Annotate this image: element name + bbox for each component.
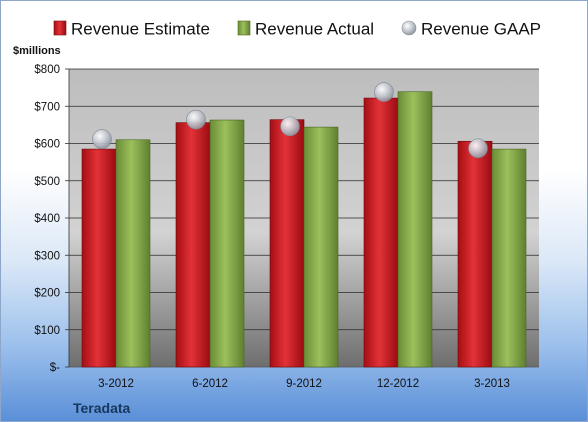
x-tick-label: 3-2012	[98, 378, 134, 390]
bar-revenue-estimate	[363, 97, 399, 368]
bar-revenue-actual	[209, 119, 245, 368]
marker-revenue-gaap	[280, 116, 300, 137]
legend-swatch-actual	[237, 20, 251, 36]
x-axis-ticks: 3-2012 6-2012 9-2012 12-2012 3-2013	[98, 378, 510, 390]
x-tick-label: 12-2012	[377, 378, 419, 390]
marker-revenue-gaap	[468, 138, 488, 159]
x-tick-label: 3-2013	[474, 378, 510, 390]
bar-revenue-actual	[115, 139, 151, 368]
y-tick-label: $800	[34, 64, 60, 76]
x-tick-label: 9-2012	[286, 378, 322, 390]
legend-item-actual: Revenue Actual	[237, 20, 374, 39]
bar-revenue-estimate	[81, 148, 117, 368]
bar-revenue-estimate	[175, 122, 211, 368]
bar-revenue-actual	[303, 126, 339, 368]
company-name: Teradata	[73, 400, 131, 416]
legend-swatch-gaap	[401, 20, 417, 36]
marker-revenue-gaap	[186, 109, 206, 130]
legend-label-actual: Revenue Actual	[255, 20, 374, 39]
y-tick-label: $600	[34, 139, 60, 151]
y-tick-label: $-	[50, 362, 60, 374]
y-axis-unit-label: $millions	[13, 45, 61, 57]
y-tick-label: $500	[34, 176, 60, 188]
bar-revenue-actual	[397, 91, 433, 368]
bar-revenue-estimate	[269, 119, 305, 368]
y-tick-label: $400	[34, 213, 60, 225]
marker-revenue-gaap	[92, 129, 112, 149]
legend-swatch-estimate	[53, 20, 67, 36]
y-tick-label: $100	[34, 325, 60, 337]
y-tick-label: $200	[34, 288, 60, 300]
bar-revenue-actual	[491, 148, 527, 368]
bars	[81, 91, 527, 368]
bar-revenue-estimate	[457, 140, 493, 368]
y-tick-label: $300	[34, 250, 60, 262]
y-axis-ticks: $- $100 $200 $300 $400 $500 $600 $700 $800	[34, 64, 60, 374]
legend-label-gaap: Revenue GAAP	[421, 20, 541, 39]
legend-label-estimate: Revenue Estimate	[71, 20, 210, 39]
gaap-markers	[92, 82, 488, 159]
marker-revenue-gaap	[374, 82, 394, 102]
y-tick-label: $700	[34, 101, 60, 113]
legend-item-estimate: Revenue Estimate	[53, 20, 210, 39]
legend-item-gaap: Revenue GAAP	[401, 20, 541, 39]
legend: Revenue Estimate Revenue Actual Revenue …	[53, 20, 541, 39]
x-tick-label: 6-2012	[192, 378, 228, 390]
